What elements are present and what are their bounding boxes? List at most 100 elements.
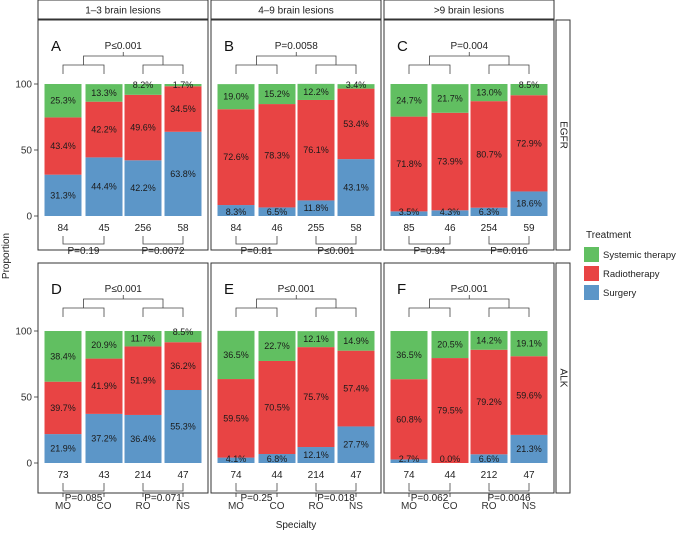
bar-surgery [85,157,123,216]
bar-radiotherapy [44,117,82,175]
x-tick-label: NS [349,501,363,512]
column-header-box [37,0,209,20]
label-radiotherapy: 51.9% [130,376,156,386]
p-value-right-pair: P≤0.001 [317,246,355,257]
bar-systemic-therapy [85,84,123,102]
label-systemic-therapy: 11.7% [131,334,156,344]
bar-systemic-therapy [164,84,202,87]
x-tick-label: CO [270,501,285,512]
bar-radiotherapy [258,360,296,455]
label-systemic-therapy: 8.2% [133,80,154,90]
bar-systemic-therapy [258,84,296,105]
p-value-right-pair: P=0.018 [317,493,355,504]
label-systemic-therapy: 24.7% [396,95,422,105]
label-systemic-therapy: 36.5% [396,350,422,360]
y-tick-label: 50 [21,393,33,404]
bar-surgery [258,454,296,463]
x-tick-label: MO [401,501,417,512]
x-tick-label: RO [482,501,497,512]
label-radiotherapy: 72.6% [223,152,249,162]
legend-title: Treatment [586,230,631,241]
x-tick-label: NS [522,501,536,512]
bracket-bottom-left [62,483,105,492]
x-tick-label: NS [176,501,190,512]
bar-systemic-therapy [431,331,469,359]
bar-systemic-therapy [470,84,508,102]
bar-systemic-therapy [124,84,162,95]
label-surgery: 37.2% [91,433,117,443]
label-surgery: 4.1% [226,454,247,464]
bar-systemic-therapy [297,83,335,100]
bar-systemic-therapy [124,331,162,347]
bar-surgery [390,211,428,216]
sample-size: 84 [230,223,242,234]
bar-surgery [44,174,82,216]
bar-radiotherapy [337,88,375,160]
bar-systemic-therapy [217,330,255,380]
panel-letter: B [224,38,234,55]
label-systemic-therapy: 38.4% [50,351,76,361]
bar-surgery [297,447,335,463]
bar-surgery [85,413,123,463]
x-tick-label: RO [309,501,324,512]
label-systemic-therapy: 14.2% [476,335,502,345]
column-header-label: 1–3 brain lesions [85,6,161,17]
label-surgery: 4.3% [440,207,461,217]
bar-surgery [510,191,548,216]
bar-surgery [337,426,375,463]
label-systemic-therapy: 12.2% [303,87,329,97]
sample-size: 84 [57,223,69,234]
label-radiotherapy: 78.3% [264,151,290,161]
label-radiotherapy: 80.7% [476,149,502,159]
column-header-label: 4–9 brain lesions [258,6,334,17]
bar-systemic-therapy [258,331,296,361]
sample-size: 74 [230,470,242,481]
bar-surgery [258,207,296,216]
label-surgery: 6.5% [267,207,288,217]
bar-radiotherapy [217,109,255,206]
p-value-overall: P≤0.001 [451,284,489,295]
label-surgery: 36.4% [130,434,156,444]
label-surgery: 12.1% [303,450,329,460]
bar-surgery [390,459,428,463]
bar-surgery [164,131,202,216]
bracket-bottom-left [235,236,278,245]
label-systemic-therapy: 19.0% [223,92,249,102]
bar-radiotherapy [164,342,202,391]
label-radiotherapy: 71.8% [396,159,422,169]
p-value-right-pair: P=0.016 [490,246,528,257]
bracket-bottom-right [488,483,530,492]
bar-systemic-therapy [44,331,82,382]
sample-size: 47 [523,470,535,481]
sample-size: 74 [403,470,415,481]
label-surgery: 31.3% [50,190,76,200]
legend-swatch [584,247,599,262]
bar-radiotherapy [390,116,428,212]
p-value-overall: P≤0.001 [105,41,143,52]
y-tick-label: 0 [26,212,32,223]
label-systemic-therapy: 21.7% [437,93,463,103]
label-surgery: 6.8% [267,454,288,464]
panel-c: C P=0.004 3.5% 71.8% 24.7% 85 4.3% 73.9% 21.7% 46… [390,38,548,257]
sample-size: 59 [523,223,535,234]
legend-label: Surgery [603,288,637,299]
bar-surgery [470,454,508,463]
legend-label: Systemic therapy [603,250,676,261]
sample-size: 85 [403,223,415,234]
bracket-bottom-right [315,483,357,492]
label-systemic-therapy: 22.7% [264,341,290,351]
p-value-overall: P≤0.001 [278,284,316,295]
sample-size: 47 [350,470,362,481]
label-surgery: 0.0% [440,454,461,464]
bar-radiotherapy [470,349,508,455]
bar-systemic-therapy [510,331,548,357]
bar-radiotherapy [390,379,428,460]
bar-systemic-therapy [85,331,123,359]
label-systemic-therapy: 20.9% [91,340,117,350]
bar-systemic-therapy [44,84,82,118]
label-surgery: 63.8% [170,169,196,179]
label-systemic-therapy: 19.1% [516,339,542,349]
bar-surgery [217,457,255,463]
bracket-bottom-left [408,483,451,492]
